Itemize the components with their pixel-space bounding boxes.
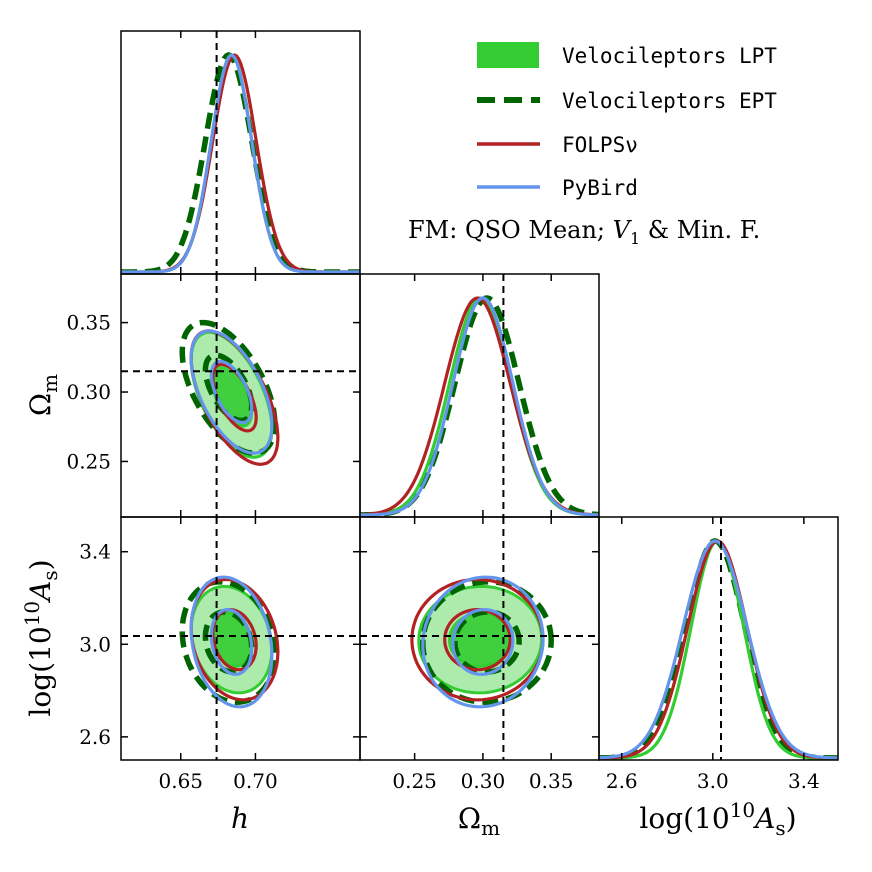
ytick-label-as: 3.4 bbox=[79, 540, 111, 564]
ytick-label-om: 0.35 bbox=[66, 311, 111, 335]
legend-item-folps: FOLPSν bbox=[477, 133, 638, 157]
panel-h-hist bbox=[120, 30, 361, 275]
legend-item-pybird: PyBird bbox=[477, 176, 638, 200]
posterior-om-ept bbox=[360, 295, 599, 517]
xtick-label-as: 3.0 bbox=[697, 769, 729, 793]
posterior-h-folps bbox=[121, 53, 360, 274]
posterior-h-pybird bbox=[121, 53, 360, 274]
posterior-as-ept bbox=[599, 538, 838, 760]
xtick-label-om: 0.25 bbox=[392, 769, 437, 793]
posterior-as-folps bbox=[599, 539, 838, 760]
posterior-h-lpt bbox=[121, 53, 360, 274]
ytick-label-om: 0.25 bbox=[66, 449, 111, 473]
svg-text:Velocileptors LPT: Velocileptors LPT bbox=[562, 44, 777, 68]
posterior-as-pybird bbox=[599, 539, 838, 760]
x-axis-label-as: log(1010As) bbox=[639, 798, 796, 840]
ytick-label-as: 2.6 bbox=[79, 725, 111, 749]
contour-1sigma-pybird bbox=[209, 359, 254, 425]
contour-2sigma-folps bbox=[410, 577, 545, 702]
panel-om-vs-h bbox=[120, 273, 361, 518]
y-axis-label-as: log(1010As) bbox=[20, 559, 62, 716]
x-axis-label-h: h bbox=[231, 802, 249, 835]
xtick-label-h: 0.70 bbox=[233, 769, 278, 793]
panel-as-vs-h bbox=[120, 516, 361, 761]
contour-2sigma-pybird bbox=[189, 329, 274, 455]
posterior-as-lpt bbox=[599, 539, 838, 760]
xtick-label-om: 0.35 bbox=[529, 769, 574, 793]
xtick-label-as: 2.6 bbox=[606, 769, 638, 793]
contour-2sigma-pybird bbox=[189, 575, 274, 709]
annotation: FM: QSO Mean; V1 & Min. F. bbox=[408, 216, 760, 248]
panel-as-vs-om bbox=[359, 516, 600, 761]
y-axis-label-om: Ωm bbox=[24, 374, 62, 416]
ytick-label-om: 0.30 bbox=[66, 380, 111, 404]
posterior-om-pybird bbox=[360, 296, 599, 517]
xtick-label-om: 0.30 bbox=[461, 769, 506, 793]
ytick-label-as: 3.0 bbox=[79, 632, 111, 656]
posterior-om-folps bbox=[360, 296, 599, 517]
legend-swatch-lpt bbox=[477, 42, 539, 68]
legend-item-lpt: Velocileptors LPT bbox=[477, 42, 777, 68]
legend: Velocileptors LPT Velocileptors EPT FOLP… bbox=[477, 42, 777, 200]
x-axis-label-om: Ωm bbox=[458, 802, 500, 840]
svg-text:FOLPSν: FOLPSν bbox=[562, 133, 638, 157]
ticks: 0.65 0.70 0.25 0.30 0.35 2.6 3.0 3.4 0.25 0.30 0.3… bbox=[66, 31, 820, 793]
panel-as-hist bbox=[598, 516, 839, 761]
contour-1sigma-pybird bbox=[451, 608, 515, 676]
xtick-label-h: 0.65 bbox=[158, 769, 203, 793]
contour-1sigma-ept bbox=[202, 352, 255, 424]
posterior-h-ept bbox=[121, 52, 360, 274]
posterior-om-lpt bbox=[360, 296, 599, 517]
xtick-label-as: 3.4 bbox=[788, 769, 820, 793]
panel-om-hist bbox=[359, 273, 600, 518]
contour-1sigma-folps bbox=[443, 608, 512, 672]
svg-text:PyBird: PyBird bbox=[562, 176, 638, 200]
svg-text:Velocileptors EPT: Velocileptors EPT bbox=[562, 89, 777, 113]
legend-item-ept: Velocileptors EPT bbox=[477, 89, 777, 113]
contour-2sigma-pybird bbox=[421, 575, 545, 709]
